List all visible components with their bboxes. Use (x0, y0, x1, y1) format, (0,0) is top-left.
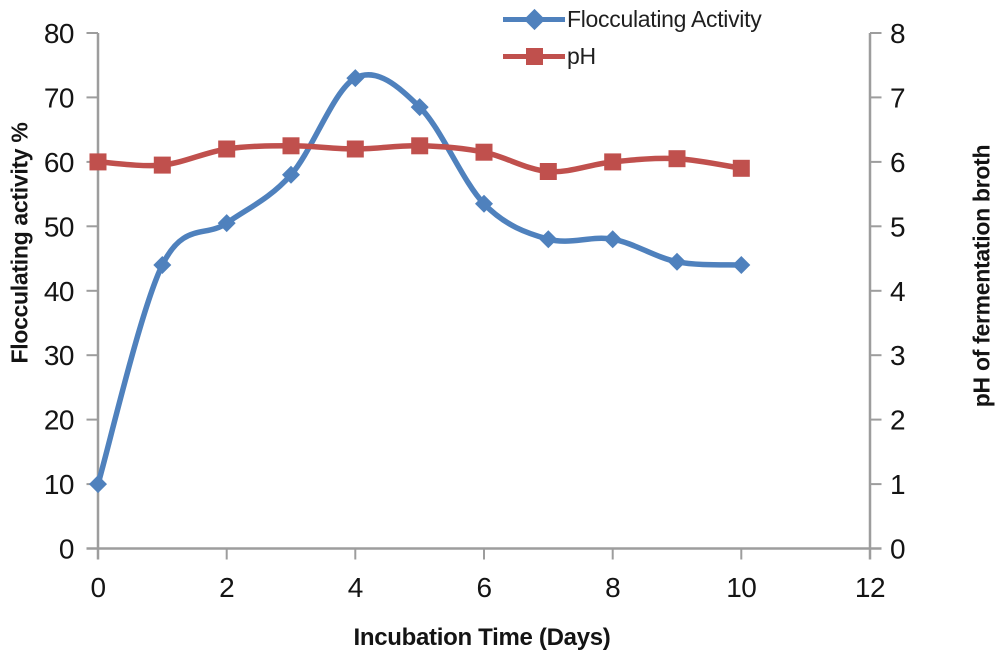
right-axis-tick-label: 7 (890, 82, 905, 113)
ph-marker (604, 153, 622, 171)
ph-marker (346, 140, 364, 158)
flocculating-activity-marker (217, 214, 236, 233)
ph-marker (539, 163, 557, 180)
flocculating-activity-marker (732, 256, 751, 274)
flocculating-activity-marker (89, 475, 107, 494)
flocculating-activity-marker (346, 69, 365, 88)
ph-legend-swatch (503, 40, 565, 73)
ph-marker (668, 150, 686, 168)
left-axis-tick-label: 10 (44, 469, 74, 500)
flocculating-activity-curve (95, 72, 745, 487)
x-axis-title: Incubation Time (Days) (353, 624, 611, 651)
x-axis-tick-label: 2 (219, 572, 234, 603)
legend-item-ph: pH (503, 40, 761, 73)
right-axis-tick-label: 0 (890, 534, 905, 565)
ph-marker (732, 159, 750, 177)
x-axis-tick-label: 4 (348, 572, 363, 603)
left-axis-tick-label: 30 (44, 340, 74, 371)
square-marker-icon (526, 48, 543, 65)
left-axis-tick-label: 80 (44, 18, 74, 49)
left-axis-title: Flocculating activity % (6, 122, 33, 364)
ph-marker (153, 156, 171, 174)
x-axis-tick-label: 10 (726, 572, 756, 603)
ph-marker (282, 137, 300, 155)
x-axis-tick-label: 8 (605, 572, 620, 603)
ph-marker (411, 137, 429, 155)
ph-marker (89, 153, 107, 171)
left-axis-tick-label: 70 (44, 82, 74, 113)
flocculating-activity-legend-swatch (503, 3, 565, 36)
ph-marker (218, 140, 236, 158)
right-axis-tick-label: 5 (890, 211, 905, 242)
left-axis-tick-label: 0 (59, 534, 74, 565)
flocculating-activity-marker (153, 256, 172, 274)
x-axis-tick-label: 6 (476, 572, 491, 603)
x-axis-tick-label: 12 (855, 572, 885, 603)
right-axis-tick-label: 1 (890, 469, 905, 500)
flocculating-activity-marker (410, 98, 429, 117)
right-axis-tick-label: 8 (890, 18, 905, 49)
right-axis-tick-label: 4 (890, 276, 905, 307)
legend: Flocculating Activity pH (503, 3, 762, 73)
flocculating-activity-marker (475, 194, 493, 213)
legend-label-ph: pH (567, 43, 596, 69)
left-axis-tick-label: 40 (44, 276, 74, 307)
x-axis-tick-label: 0 (90, 572, 105, 603)
ph-marker (475, 143, 493, 161)
left-axis-tick-label: 50 (44, 211, 74, 242)
left-axis-tick-label: 20 (44, 405, 74, 436)
right-axis-tick-label: 2 (890, 405, 905, 436)
flocculating-activity-marker (282, 165, 300, 184)
legend-label-flocculating-activity: Flocculating Activity (567, 6, 762, 32)
right-axis-tick-label: 3 (890, 340, 905, 371)
legend-item-flocculating-activity: Flocculating Activity (503, 3, 762, 36)
flocculating-activity-marker (603, 230, 622, 249)
right-axis-title: pH of fermentation broth (968, 144, 995, 408)
flocculating-activity-marker (668, 252, 686, 271)
flocculating-activity-marker (539, 230, 558, 249)
left-axis-tick-label: 60 (44, 147, 74, 178)
right-axis-tick-label: 6 (890, 147, 905, 178)
diamond-marker-icon (523, 8, 546, 31)
